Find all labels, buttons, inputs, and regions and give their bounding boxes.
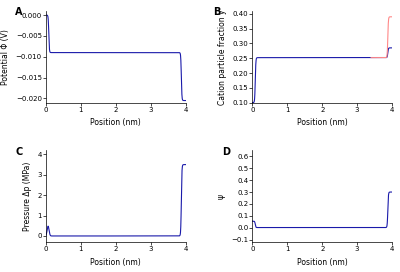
- Text: B: B: [214, 7, 221, 17]
- X-axis label: Position (nm): Position (nm): [90, 118, 141, 127]
- X-axis label: Position (nm): Position (nm): [297, 118, 348, 127]
- Y-axis label: Cation particle fraction y: Cation particle fraction y: [218, 9, 227, 104]
- Text: D: D: [222, 147, 230, 157]
- Text: A: A: [15, 7, 23, 17]
- X-axis label: Position (nm): Position (nm): [90, 258, 141, 267]
- Text: C: C: [15, 147, 22, 157]
- Y-axis label: Pressure Δp (MPa): Pressure Δp (MPa): [23, 162, 32, 231]
- Y-axis label: ψ: ψ: [217, 194, 226, 199]
- Y-axis label: Potential Φ (V): Potential Φ (V): [1, 29, 10, 85]
- X-axis label: Position (nm): Position (nm): [297, 258, 348, 267]
